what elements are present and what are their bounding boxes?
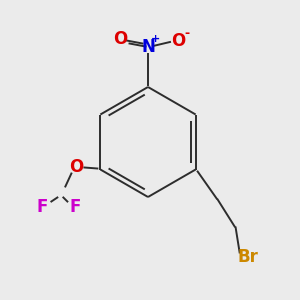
Text: Br: Br [237,248,258,266]
Text: +: + [150,34,160,44]
Text: -: - [184,28,190,40]
Text: O: O [113,30,127,48]
Text: F: F [37,197,48,215]
Text: O: O [69,158,83,176]
Text: F: F [70,197,81,215]
Text: O: O [171,32,185,50]
Text: N: N [141,38,155,56]
